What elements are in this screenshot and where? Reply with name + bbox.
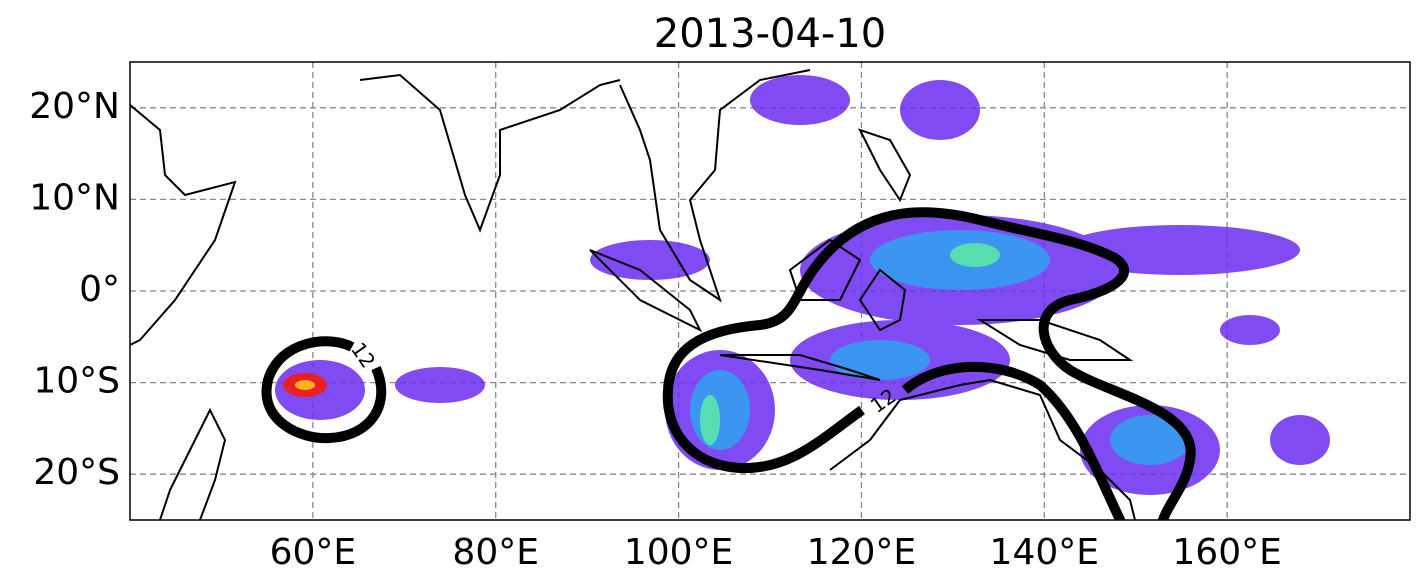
- x-tick-label: 120°E: [807, 532, 916, 573]
- y-tick-label: 20°N: [29, 86, 120, 127]
- precipitation-contours: [261, 207, 1196, 520]
- y-tick-label: 10°S: [33, 361, 120, 402]
- map-frame: [129, 61, 1411, 521]
- x-tick-label: 60°E: [270, 532, 357, 573]
- map-title: 2013-04-10: [654, 11, 886, 57]
- y-tick-label: 20°S: [33, 452, 120, 493]
- x-tick-label: 80°E: [452, 532, 539, 573]
- y-tick-label: 10°N: [29, 177, 120, 218]
- x-tick-label: 100°E: [624, 532, 733, 573]
- x-tick-label: 160°E: [1172, 532, 1281, 573]
- y-tick-label: 0°: [79, 269, 120, 310]
- x-tick-label: 140°E: [990, 532, 1099, 573]
